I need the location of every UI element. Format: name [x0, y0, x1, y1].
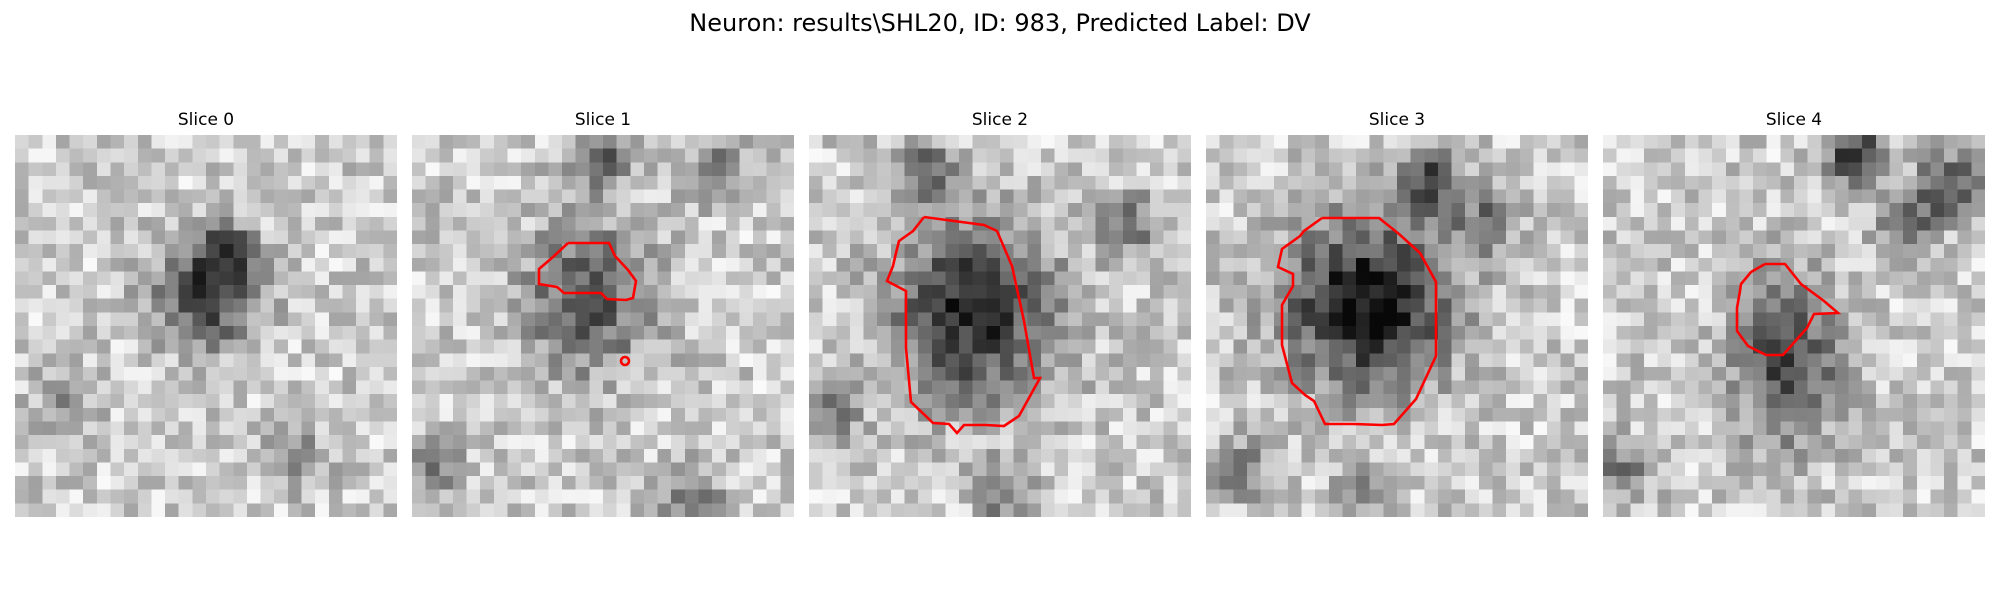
- slice-title-4: Slice 4: [1765, 110, 1823, 130]
- slice-image-3: [1206, 135, 1588, 517]
- contour-dot-1: [619, 355, 631, 367]
- slice-image-4: [1603, 135, 1985, 517]
- slice-title-0: Slice 0: [177, 110, 235, 130]
- figure-title: Neuron: results\SHL20, ID: 983, Predicte…: [689, 9, 1311, 37]
- slice-panel-1: Slice 1: [412, 108, 794, 517]
- contour-line-3: [1276, 216, 1438, 427]
- contour-overlay-1: [537, 241, 638, 367]
- slice-image-1: [412, 135, 794, 517]
- contour-overlay-4: [1735, 262, 1842, 357]
- contour-line-1: [537, 241, 638, 302]
- slice-title-3: Slice 3: [1368, 110, 1426, 130]
- slice-panel-2: Slice 2: [809, 108, 1191, 517]
- slice-panel-4: Slice 4: [1603, 108, 1985, 517]
- slice-title-1: Slice 1: [574, 110, 632, 130]
- contour-line-4: [1735, 262, 1842, 357]
- slice-panel-3: Slice 3: [1206, 108, 1588, 517]
- slice-image-0: [15, 135, 397, 517]
- contour-overlay-3: [1276, 216, 1438, 427]
- slice-panel-0: Slice 0: [15, 108, 397, 517]
- contour-overlay-2: [885, 215, 1043, 435]
- contour-line-2: [885, 215, 1043, 435]
- slice-image-2: [809, 135, 1191, 517]
- slice-title-2: Slice 2: [971, 110, 1029, 130]
